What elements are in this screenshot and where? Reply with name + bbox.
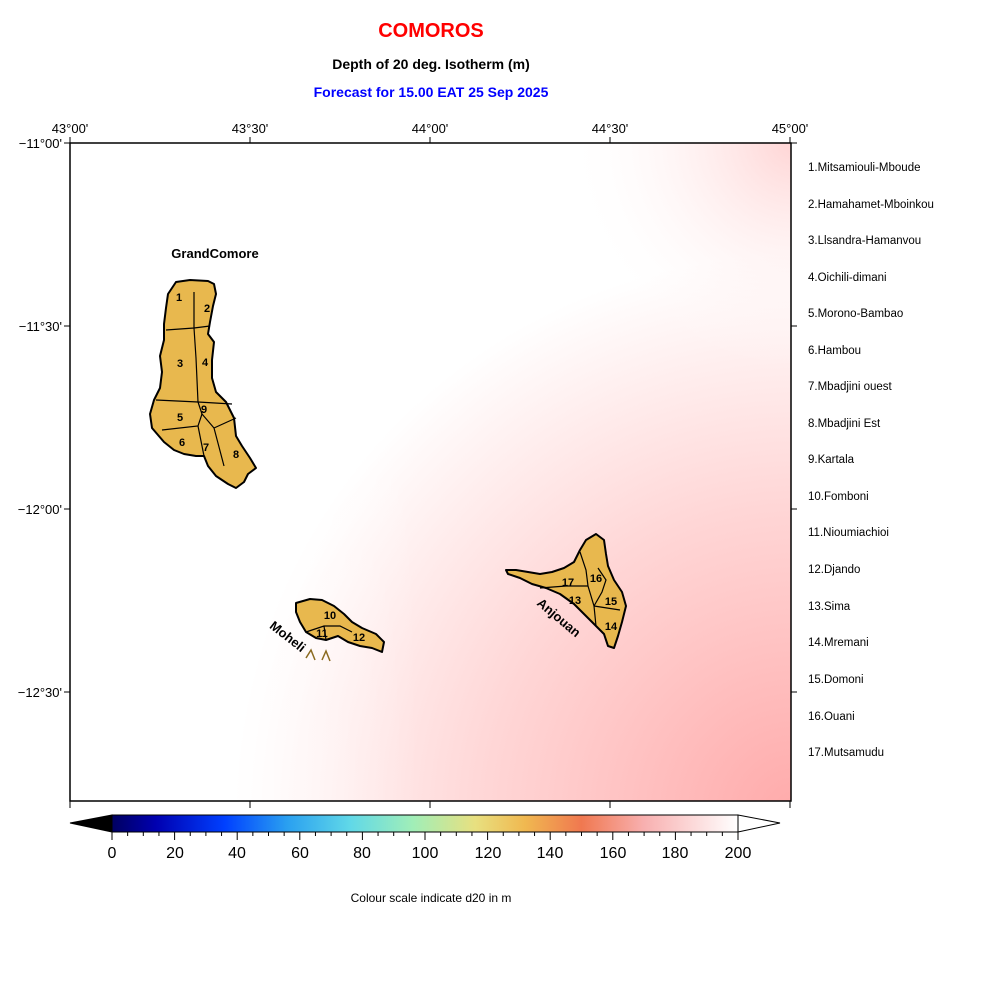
forecast-time: Forecast for 15.00 EAT 25 Sep 2025 [313, 84, 549, 100]
colorbar-high-triangle [737, 814, 781, 833]
longitude-labels: 43°00' 43°30' 44°00' 44°30' 45°00' [52, 121, 809, 136]
lat-label-11-30: −11°30' [19, 319, 62, 334]
lat-label-12-00: −12°00' [18, 502, 62, 517]
bottom-ticks [69, 801, 791, 808]
lat-label-11-00: −11°00' [19, 136, 62, 151]
region-number-14: 14 [605, 621, 618, 633]
legend-item-2: 2.Hamahamet-Mboinkou [808, 199, 934, 211]
legend-item-9: 9.Kartala [808, 454, 855, 466]
region-number-5: 5 [177, 412, 183, 424]
top-ticks [69, 137, 791, 143]
colorbar-label-80: 80 [353, 845, 371, 862]
lon-label-43-00: 43°00' [52, 121, 89, 136]
legend-item-5: 5.Morono-Bambao [808, 308, 903, 320]
region-number-4: 4 [202, 357, 209, 369]
region-number-7: 7 [203, 442, 209, 454]
legend-item-4: 4.Oichili-dimani [808, 272, 887, 284]
legend-item-17: 17.Mutsamudu [808, 747, 884, 759]
colorbar-label-140: 140 [537, 845, 564, 862]
region-number-3: 3 [177, 358, 183, 370]
legend-item-7: 7.Mbadjini ouest [808, 381, 893, 393]
legend-item-13: 13.Sima [808, 601, 851, 613]
colorbar-label-40: 40 [228, 845, 246, 862]
legend-item-15: 15.Domoni [808, 674, 864, 686]
latitude-labels: −11°00' −11°30' −12°00' −12°30' [18, 136, 62, 700]
colorbar: 0 20 40 60 80 100 120 140 160 180 200 [69, 814, 781, 862]
map-title: COMOROS [378, 20, 484, 42]
legend-item-16: 16.Ouani [808, 711, 855, 723]
lon-label-44-00: 44°00' [412, 121, 449, 136]
colorbar-low-triangle [69, 814, 113, 833]
colorbar-label-60: 60 [291, 845, 309, 862]
colorbar-label-120: 120 [475, 845, 502, 862]
region-number-17: 17 [562, 577, 574, 589]
lon-label-44-30: 44°30' [592, 121, 629, 136]
district-legend: 1.Mitsamiouli-Mboude 2.Hamahamet-Mboinko… [808, 162, 934, 759]
region-number-labels: 1 2 3 4 5 6 7 8 9 10 11 12 13 14 15 16 1… [176, 292, 618, 644]
region-number-12: 12 [353, 632, 365, 644]
region-number-10: 10 [324, 610, 336, 622]
land-grand-comore [149, 279, 257, 489]
land-moheli [295, 598, 385, 662]
colorbar-label-100: 100 [412, 845, 439, 862]
legend-item-11: 11.Nioumiachioi [808, 527, 889, 539]
colorbar-tick-labels: 0 20 40 60 80 100 120 140 160 180 200 [108, 845, 752, 862]
colorbar-ticks [111, 832, 739, 840]
colorbar-label-20: 20 [166, 845, 184, 862]
d20-field [70, 143, 791, 801]
colorbar-caption: Colour scale indicate d20 in m [350, 891, 512, 905]
colorbar-label-0: 0 [108, 845, 117, 862]
map-subtitle: Depth of 20 deg. Isotherm (m) [332, 56, 530, 72]
right-ticks [791, 142, 797, 693]
region-number-8: 8 [233, 449, 239, 461]
colorbar-label-200: 200 [725, 845, 752, 862]
legend-item-3: 3.Llsandra-Hamanvou [808, 235, 921, 247]
land-anjouan [505, 533, 627, 649]
lon-label-45-00: 45°00' [772, 121, 809, 136]
region-number-13: 13 [569, 595, 581, 607]
legend-item-1: 1.Mitsamiouli-Mboude [808, 162, 921, 174]
legend-item-12: 12.Djando [808, 564, 860, 576]
lon-label-43-30: 43°30' [232, 121, 269, 136]
region-number-15: 15 [605, 596, 617, 608]
region-number-11: 11 [316, 628, 328, 640]
legend-item-10: 10.Fomboni [808, 491, 869, 503]
left-ticks [64, 142, 70, 693]
lat-label-12-30: −12°30' [18, 685, 62, 700]
colorbar-label-180: 180 [662, 845, 689, 862]
colorbar-label-160: 160 [600, 845, 627, 862]
region-number-1: 1 [176, 292, 182, 304]
region-number-9: 9 [201, 404, 207, 416]
region-number-6: 6 [179, 437, 185, 449]
legend-item-14: 14.Mremani [808, 637, 869, 649]
region-number-16: 16 [590, 573, 602, 585]
legend-item-6: 6.Hambou [808, 345, 861, 357]
legend-item-8: 8.Mbadjini Est [808, 418, 881, 430]
island-label-grand-comore: GrandComore [171, 246, 258, 261]
colorbar-bar [111, 814, 739, 833]
region-number-2: 2 [204, 303, 210, 315]
